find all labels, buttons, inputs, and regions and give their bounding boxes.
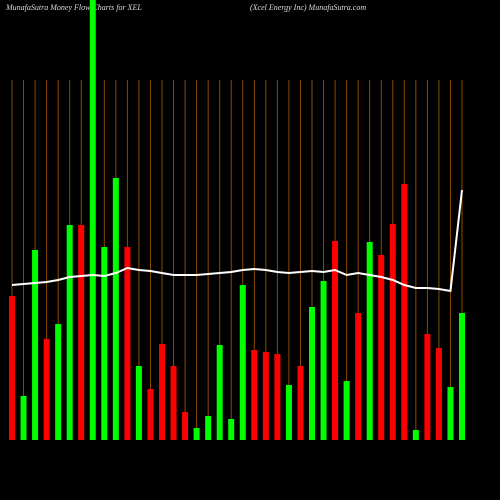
money-flow-line bbox=[11, 189, 463, 293]
bar bbox=[389, 224, 396, 440]
bar bbox=[447, 387, 454, 440]
bar bbox=[112, 178, 119, 440]
bar bbox=[20, 396, 27, 440]
bar bbox=[251, 350, 258, 440]
bar bbox=[459, 313, 465, 440]
bar bbox=[43, 339, 50, 440]
bar bbox=[239, 285, 246, 440]
bar bbox=[285, 385, 292, 440]
bar bbox=[55, 324, 62, 440]
bar bbox=[170, 366, 177, 440]
bar bbox=[216, 345, 223, 440]
bar bbox=[355, 313, 362, 440]
bar bbox=[89, 0, 96, 440]
bar bbox=[297, 366, 304, 440]
bar bbox=[135, 366, 142, 440]
bar bbox=[366, 242, 373, 440]
bar bbox=[193, 428, 200, 440]
bar bbox=[435, 348, 442, 440]
chart-title: MunafaSutra Money Flow Charts for XEL bbox=[5, 3, 142, 12]
bar bbox=[343, 381, 350, 440]
bar bbox=[412, 430, 419, 440]
bar bbox=[101, 247, 108, 440]
bar bbox=[159, 344, 165, 440]
bar bbox=[9, 296, 15, 440]
bar bbox=[66, 225, 73, 440]
bar bbox=[78, 225, 85, 440]
bar bbox=[32, 250, 39, 440]
bar bbox=[378, 255, 385, 440]
bar bbox=[147, 389, 154, 440]
bar bbox=[332, 241, 339, 440]
chart-subtitle: (Xcel Energy Inc) MunafaSutra.com bbox=[250, 3, 366, 12]
bar bbox=[309, 307, 315, 440]
bar bbox=[401, 184, 408, 440]
bar bbox=[205, 416, 212, 440]
bar bbox=[182, 412, 189, 440]
bar bbox=[124, 247, 131, 440]
bar bbox=[274, 354, 281, 440]
bar bbox=[262, 352, 269, 440]
bar bbox=[320, 281, 327, 440]
bar bbox=[228, 419, 235, 440]
bar bbox=[424, 334, 431, 440]
